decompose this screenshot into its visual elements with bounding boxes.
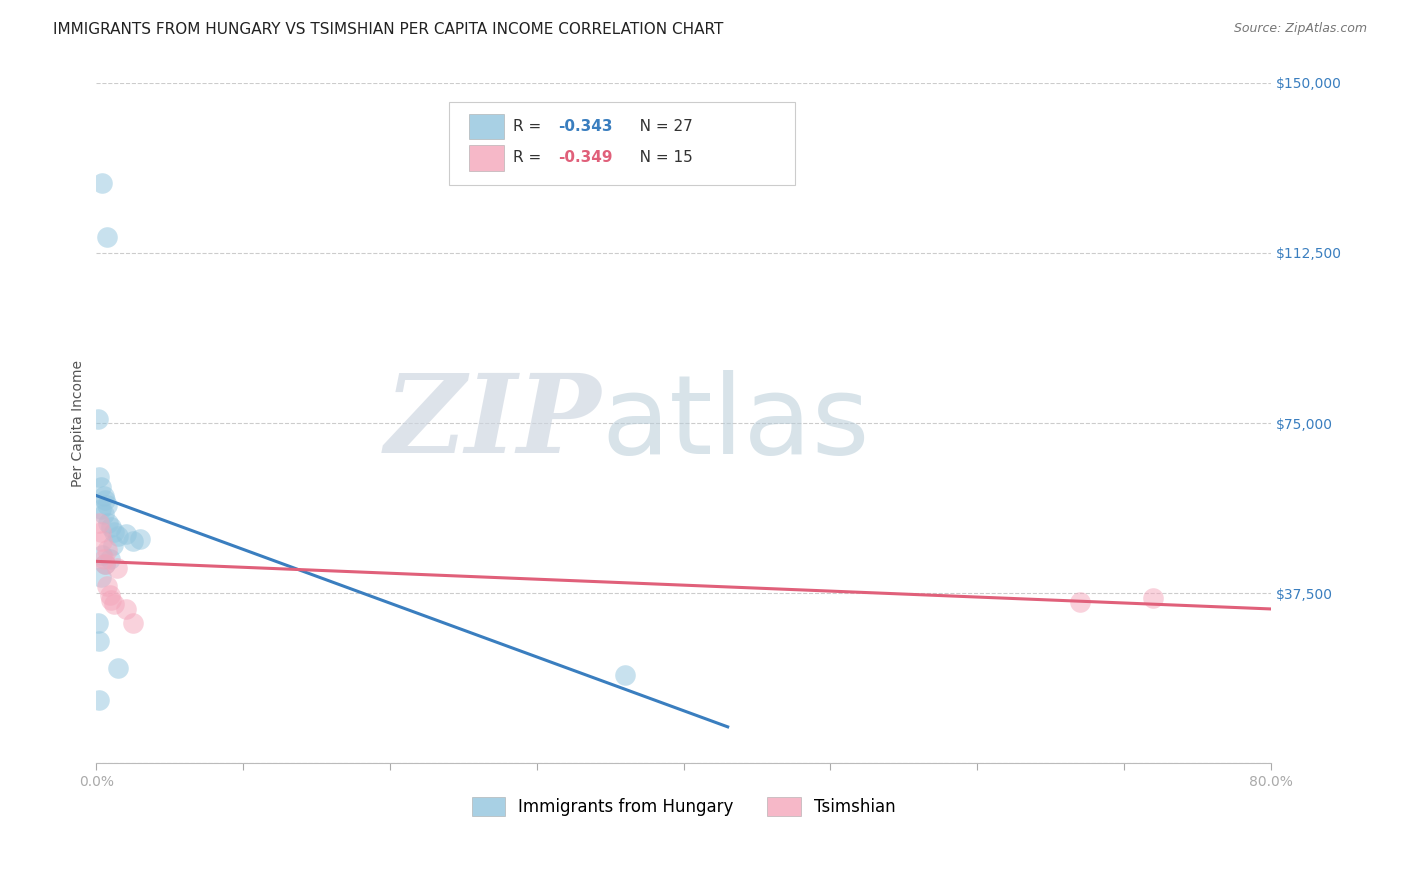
Point — [98, 588, 121, 602]
Point — [93, 507, 115, 521]
Point — [87, 411, 110, 425]
Legend: Immigrants from Hungary, Tsimshian: Immigrants from Hungary, Tsimshian — [465, 790, 903, 822]
FancyBboxPatch shape — [449, 102, 796, 185]
Bar — [468, 113, 503, 139]
Point — [101, 539, 124, 553]
Point — [89, 470, 111, 484]
Bar — [468, 145, 503, 170]
Point — [1069, 595, 1091, 609]
Point — [613, 667, 636, 681]
Point — [114, 527, 136, 541]
Point — [107, 661, 129, 675]
Point — [100, 593, 122, 607]
Point — [94, 557, 117, 571]
Point — [96, 230, 118, 244]
Point — [122, 615, 145, 630]
Point — [89, 516, 111, 530]
Point — [122, 533, 145, 548]
Point — [96, 579, 118, 593]
Point — [87, 615, 110, 630]
Text: Source: ZipAtlas.com: Source: ZipAtlas.com — [1233, 22, 1367, 36]
Point — [93, 552, 115, 566]
Point — [1142, 591, 1164, 605]
Point — [90, 570, 112, 584]
Point — [90, 524, 112, 539]
Text: N = 15: N = 15 — [624, 150, 693, 165]
Y-axis label: Per Capita Income: Per Capita Income — [72, 359, 86, 486]
Point — [97, 516, 120, 530]
Point — [93, 489, 115, 503]
Text: -0.349: -0.349 — [558, 150, 613, 165]
Point — [105, 561, 128, 575]
Point — [114, 602, 136, 616]
Point — [98, 552, 121, 566]
Text: ZIP: ZIP — [385, 369, 602, 477]
Point — [103, 598, 125, 612]
Point — [90, 479, 112, 493]
Point — [91, 533, 114, 548]
Point — [90, 502, 112, 516]
Text: N = 27: N = 27 — [624, 119, 693, 134]
Text: atlas: atlas — [602, 369, 870, 476]
Text: IMMIGRANTS FROM HUNGARY VS TSIMSHIAN PER CAPITA INCOME CORRELATION CHART: IMMIGRANTS FROM HUNGARY VS TSIMSHIAN PER… — [53, 22, 724, 37]
Point — [91, 176, 114, 190]
Point — [89, 633, 111, 648]
Point — [129, 532, 152, 546]
Point — [91, 548, 114, 562]
Text: -0.343: -0.343 — [558, 119, 613, 134]
Point — [96, 543, 118, 558]
Point — [94, 493, 117, 508]
Point — [103, 524, 125, 539]
Point — [89, 692, 111, 706]
Point — [107, 529, 129, 543]
Text: R =: R = — [513, 119, 547, 134]
Point — [94, 557, 117, 571]
Point — [100, 520, 122, 534]
Point — [96, 498, 118, 512]
Text: R =: R = — [513, 150, 547, 165]
